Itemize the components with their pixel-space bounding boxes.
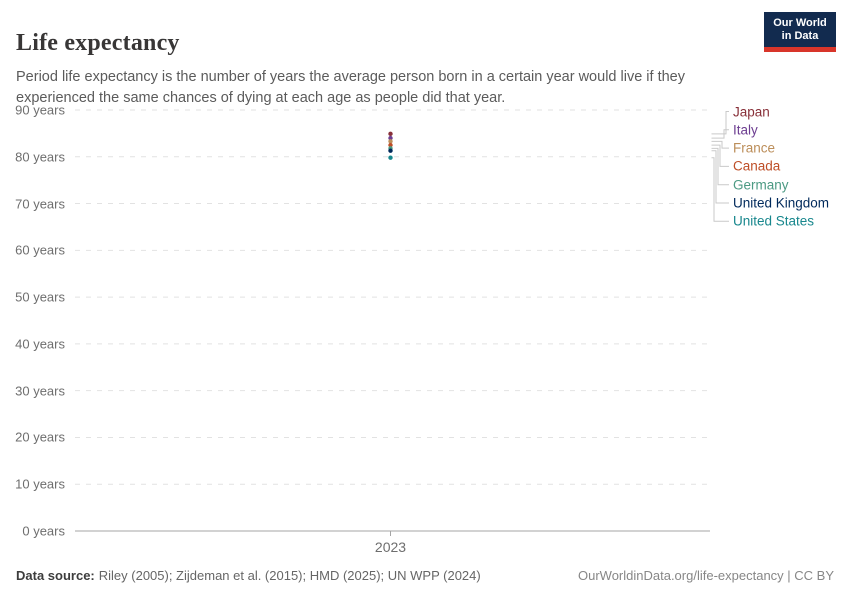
- page-title: Life expectancy: [16, 30, 180, 57]
- legend-label-france[interactable]: France: [733, 140, 776, 156]
- legend-label-germany[interactable]: Germany: [733, 177, 789, 193]
- legend-connector-germany: [711, 147, 729, 186]
- x-axis-tick-label: 2023: [374, 539, 407, 555]
- credit-link[interactable]: OurWorldinData.org/life-expectancy | CC …: [577, 568, 834, 583]
- y-axis-tick-label: 40 years: [15, 336, 65, 352]
- y-axis-tick-label: 50 years: [15, 289, 65, 305]
- legend-label-italy[interactable]: Italy: [733, 122, 758, 138]
- logo-text-line2: in Data: [781, 30, 819, 42]
- data-point-france: [388, 139, 393, 144]
- data-point-japan: [388, 131, 393, 137]
- logo-text-line1: Our World: [773, 17, 827, 29]
- y-axis-tick-label: 80 years: [15, 149, 65, 165]
- legend-connector-france: [711, 140, 729, 149]
- y-axis-tick-label: 10 years: [15, 476, 65, 492]
- data-point-united-states: [388, 155, 393, 160]
- legend-connector-united-kingdom: [711, 150, 729, 204]
- legend-label-united-states[interactable]: United States: [733, 213, 815, 229]
- data-point-italy: [388, 135, 393, 141]
- y-axis-tick-label: 20 years: [15, 429, 65, 445]
- y-axis-tick-label: 0 years: [22, 523, 65, 539]
- datasource-text: Riley (2005); Zijdeman et al. (2015); HM…: [98, 568, 481, 583]
- legend-label-japan[interactable]: Japan: [733, 104, 770, 119]
- legend-connector-united-states: [711, 157, 729, 222]
- legend-connector-italy: [711, 129, 729, 139]
- y-axis-tick-label: 90 years: [15, 102, 65, 118]
- owid-logo[interactable]: Our World in Data: [764, 12, 836, 52]
- data-point-canada: [388, 142, 393, 148]
- legend-connector-japan: [711, 111, 729, 135]
- y-axis-tick-label: 30 years: [15, 383, 65, 399]
- y-axis-tick-label: 70 years: [15, 196, 65, 212]
- legend-connector-canada: [711, 144, 729, 167]
- legend-label-united-kingdom[interactable]: United Kingdom: [733, 195, 830, 211]
- y-axis-tick-label: 60 years: [15, 242, 65, 258]
- datasource-label: Data source:: [16, 568, 95, 583]
- chart-subtitle: Period life expectancy is the number of …: [16, 68, 685, 106]
- legend-label-canada[interactable]: Canada: [733, 158, 781, 174]
- data-point-united-kingdom: [388, 148, 393, 153]
- footer-datasource: Data source: Riley (2005); Zijdeman et al…: [16, 568, 481, 583]
